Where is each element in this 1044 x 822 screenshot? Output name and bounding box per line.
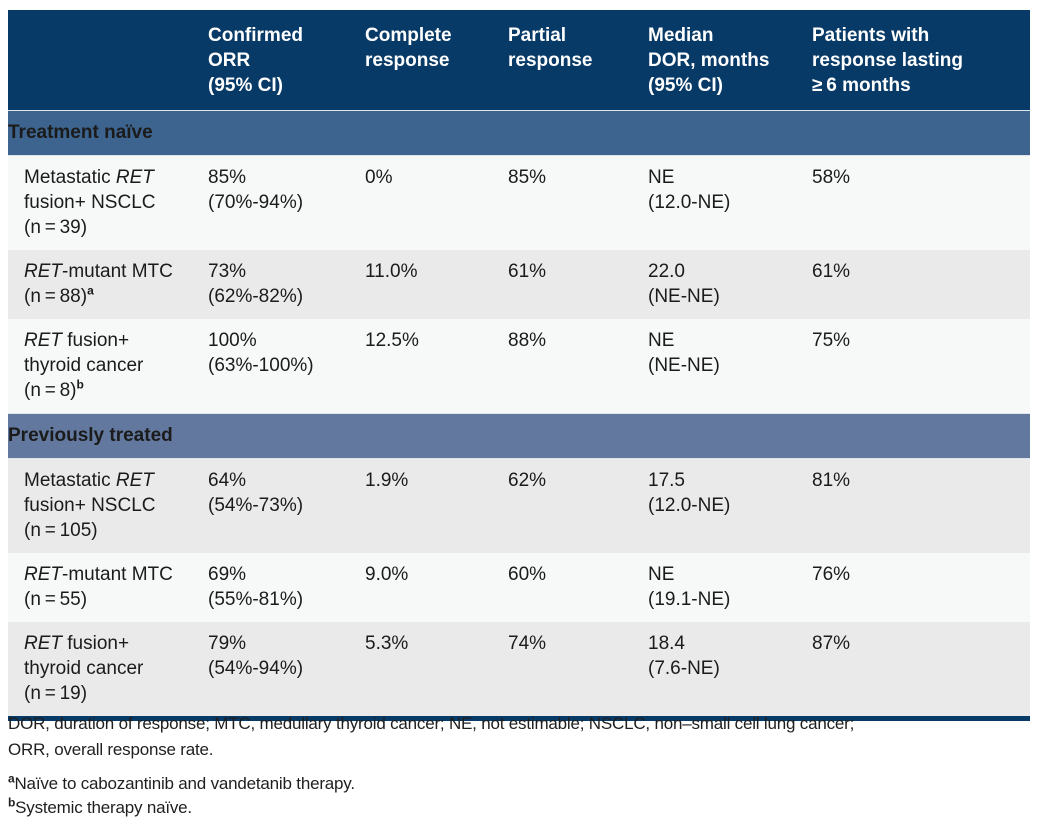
data-cell: 11.0% — [365, 250, 508, 319]
data-cell: 0% — [365, 155, 508, 250]
data-cell: 60% — [508, 553, 648, 622]
data-cell: 1.9% — [365, 458, 508, 553]
data-cell: 22.0 (NE-NE) — [648, 250, 812, 319]
data-cell: NE (19.1-NE) — [648, 553, 812, 622]
results-table: Confirmed ORR (95% CI) Complete response Part… — [8, 10, 1030, 721]
data-cell: 73% (62%-82%) — [208, 250, 365, 319]
data-cell: 62% — [508, 458, 648, 553]
data-cell: 64% (54%-73%) — [208, 458, 365, 553]
table-row: RET fusion+ thyroid cancer (n = 19) 79% (54%… — [8, 622, 1030, 719]
data-cell: 69% (55%-81%) — [208, 553, 365, 622]
data-cell: 75% — [812, 319, 1030, 414]
table-row: RET fusion+ thyroid cancer (n = 8)b 100% (63… — [8, 319, 1030, 414]
column-header: Complete response — [365, 10, 508, 111]
footnote-a-marker: a — [8, 771, 15, 786]
data-cell: 61% — [812, 250, 1030, 319]
data-cell: 17.5 (12.0-NE) — [648, 458, 812, 553]
data-cell: NE (12.0-NE) — [648, 155, 812, 250]
data-cell: 81% — [812, 458, 1030, 553]
table-row: RET-mutant MTC (n = 55) 69% (55%-81%) 9.0% 60… — [8, 553, 1030, 622]
column-header: Partial response — [508, 10, 648, 111]
data-cell: 76% — [812, 553, 1030, 622]
data-cell: 85% — [508, 155, 648, 250]
footnotes: aNaïve to cabozantinib and vandetanib th… — [8, 772, 1030, 820]
column-header: Patients with response lasting ≥ 6 months — [812, 10, 1030, 111]
section-header-row: Previously treated — [8, 413, 1030, 459]
data-cell: 88% — [508, 319, 648, 414]
table-footer: DOR, duration of response; MTC, medullar… — [8, 711, 1030, 820]
row-label: RET-mutant MTC (n = 88)a — [8, 250, 208, 319]
row-label: RET fusion+ thyroid cancer (n = 8)b — [8, 319, 208, 414]
data-cell: 61% — [508, 250, 648, 319]
data-cell: 58% — [812, 155, 1030, 250]
section-header: Treatment naïve — [8, 110, 1030, 156]
data-cell: 18.4 (7.6-NE) — [648, 622, 812, 719]
corner-header-cell — [8, 10, 208, 111]
data-cell: 87% — [812, 622, 1030, 719]
data-cell: 85% (70%-94%) — [208, 155, 365, 250]
table-row: Metastatic RET fusion+ NSCLC (n = 105) 64%(… — [8, 458, 1030, 553]
footnote-b-marker: b — [8, 795, 16, 810]
abbrev-line-2: ORR, overall response rate. — [8, 740, 214, 759]
row-label: RET fusion+ thyroid cancer (n = 19) — [8, 622, 208, 719]
results-table-container: Confirmed ORR (95% CI) Complete response Part… — [8, 10, 1030, 721]
footnote-a-text: Naïve to cabozantinib and vandetanib the… — [14, 774, 355, 793]
abbreviations-text: DOR, duration of response; MTC, medullar… — [8, 711, 1030, 763]
footnote-b-text: Systemic therapy naïve. — [15, 798, 192, 817]
data-cell: 100% (63%-100%) — [208, 319, 365, 414]
data-cell: 5.3% — [365, 622, 508, 719]
section-header: Previously treated — [8, 413, 1030, 459]
row-label: Metastatic RET fusion+ NSCLC (n = 39) — [8, 155, 208, 250]
data-cell: 79% (54%-94%) — [208, 622, 365, 719]
footnote-a: aNaïve to cabozantinib and vandetanib th… — [8, 772, 1030, 796]
header-row: Confirmed ORR (95% CI) Complete response Part… — [8, 10, 1030, 111]
column-header: Median DOR, months (95% CI) — [648, 10, 812, 111]
data-cell: 9.0% — [365, 553, 508, 622]
row-label: RET-mutant MTC (n = 55) — [8, 553, 208, 622]
abbrev-line-1: DOR, duration of response; MTC, medullar… — [8, 714, 855, 733]
footnote-b: bSystemic therapy naïve. — [8, 796, 1030, 820]
table-row: Metastatic RET fusion+ NSCLC (n = 39) 85% (7… — [8, 155, 1030, 250]
column-header: Confirmed ORR (95% CI) — [208, 10, 365, 111]
data-cell: 74% — [508, 622, 648, 719]
data-cell: 12.5% — [365, 319, 508, 414]
data-cell: NE (NE-NE) — [648, 319, 812, 414]
row-label: Metastatic RET fusion+ NSCLC (n = 105) — [8, 458, 208, 553]
section-header-row: Treatment naïve — [8, 110, 1030, 156]
table-row: RET-mutant MTC (n = 88)a 73% (62%-82%) 11.0%… — [8, 250, 1030, 319]
